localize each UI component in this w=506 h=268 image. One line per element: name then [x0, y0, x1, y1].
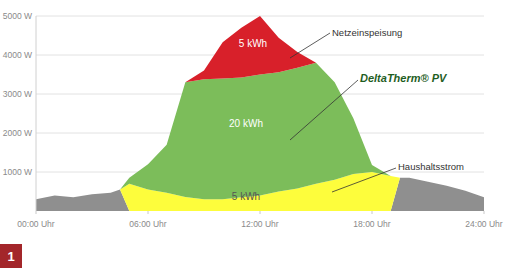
x-tick: [260, 211, 261, 214]
x-tick-label: 06:00 Uhr: [129, 219, 166, 229]
x-tick: [148, 211, 149, 214]
y-axis-line: [36, 16, 37, 211]
x-tick-label: 24:00 Uhr: [465, 219, 502, 229]
series-label: Haushaltsstrom: [398, 161, 464, 172]
area: [36, 63, 484, 200]
y-tick-label: 1000 W: [3, 167, 32, 177]
callout-line: [290, 33, 330, 58]
x-tick: [36, 211, 37, 214]
annotation: 5 kWh: [232, 191, 260, 202]
series-label: Netzeinspeisung: [332, 27, 402, 38]
x-tick-label: 18:00 Uhr: [353, 219, 390, 229]
x-tick-label: 00:00 Uhr: [17, 219, 54, 229]
x-tick-label: 12:00 Uhr: [241, 219, 278, 229]
figure-label: 1: [7, 249, 14, 264]
annotation: 5 kWh: [239, 38, 267, 49]
y-tick-label: 3000 W: [3, 89, 32, 99]
figure-label-box: [0, 244, 22, 268]
callout-line: [332, 168, 396, 192]
x-tick: [372, 211, 373, 214]
y-tick-label: 4000 W: [3, 50, 32, 60]
annotation: 20 kWh: [229, 118, 263, 129]
x-tick: [484, 211, 485, 214]
series-label: DeltaTherm® PV: [360, 72, 448, 84]
callout-line: [290, 80, 358, 140]
chart: 1000 W 2000 W 3000 W 4000 W 5000 W 00:00 Uhr 0…: [0, 0, 506, 268]
y-tick-label: 2000 W: [3, 128, 32, 138]
area: [36, 16, 484, 199]
areas: [36, 16, 484, 211]
y-tick-label: 5000 W: [3, 11, 32, 21]
